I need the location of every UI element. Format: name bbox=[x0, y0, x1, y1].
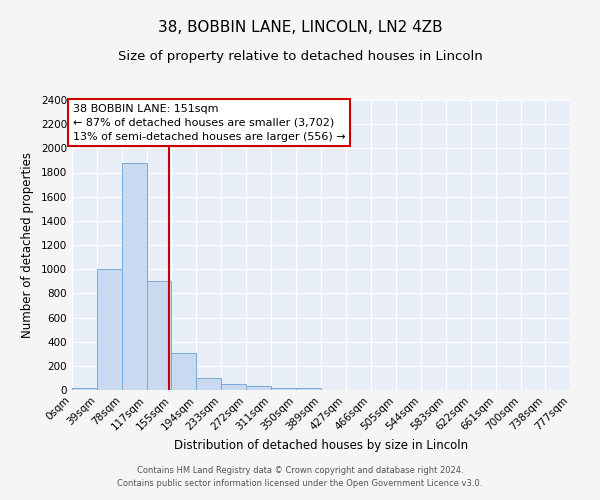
Y-axis label: Number of detached properties: Number of detached properties bbox=[21, 152, 34, 338]
Bar bbox=[72, 388, 97, 390]
Bar bbox=[122, 163, 147, 390]
Bar bbox=[196, 378, 221, 390]
X-axis label: Distribution of detached houses by size in Lincoln: Distribution of detached houses by size … bbox=[174, 438, 468, 452]
Text: Size of property relative to detached houses in Lincoln: Size of property relative to detached ho… bbox=[118, 50, 482, 63]
Text: 38 BOBBIN LANE: 151sqm
← 87% of detached houses are smaller (3,702)
13% of semi-: 38 BOBBIN LANE: 151sqm ← 87% of detached… bbox=[73, 104, 345, 142]
Bar bbox=[296, 388, 322, 390]
Text: 38, BOBBIN LANE, LINCOLN, LN2 4ZB: 38, BOBBIN LANE, LINCOLN, LN2 4ZB bbox=[158, 20, 442, 35]
Bar bbox=[172, 352, 196, 390]
Bar bbox=[271, 388, 296, 390]
Bar bbox=[221, 384, 247, 390]
Bar bbox=[247, 386, 271, 390]
Bar bbox=[147, 281, 172, 390]
Text: Contains HM Land Registry data © Crown copyright and database right 2024.
Contai: Contains HM Land Registry data © Crown c… bbox=[118, 466, 482, 487]
Bar bbox=[97, 269, 122, 390]
